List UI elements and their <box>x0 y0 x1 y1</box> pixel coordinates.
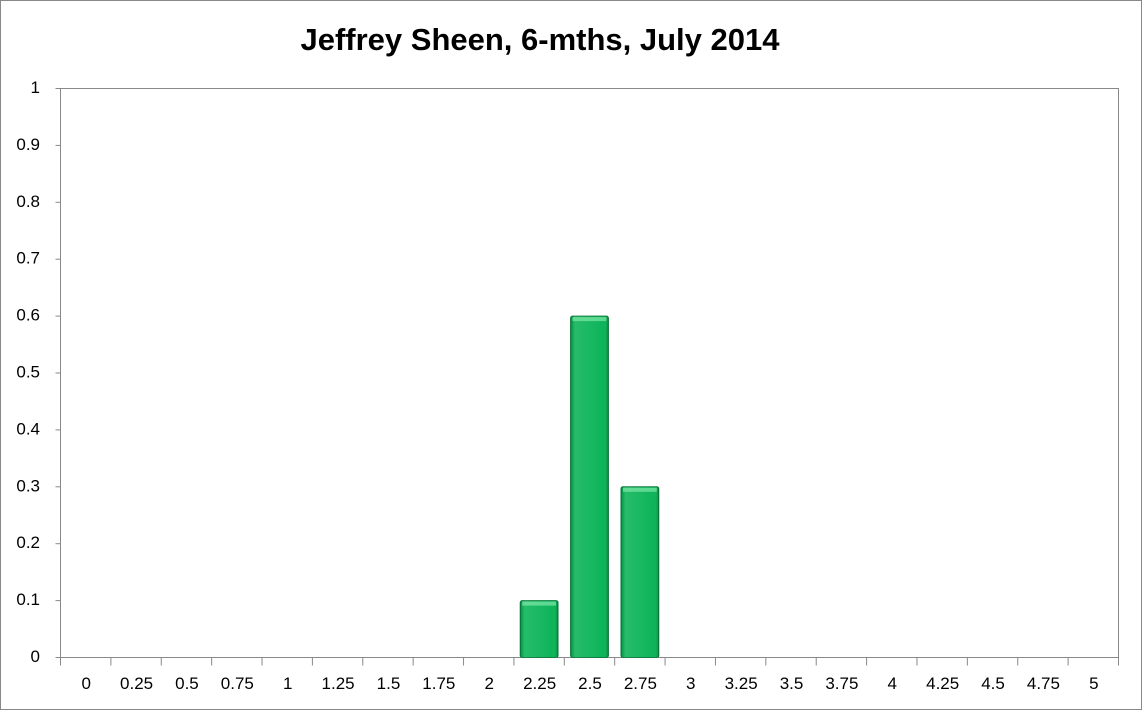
x-tick-label: 0.25 <box>120 674 153 693</box>
x-tick-label: 3.25 <box>725 674 758 693</box>
bar-group <box>570 315 609 658</box>
bar-highlight <box>622 487 657 492</box>
bar-highlight <box>522 601 557 606</box>
x-tick-label: 4 <box>888 674 897 693</box>
x-tick-label: 1 <box>283 674 292 693</box>
y-tick-label: 0.7 <box>16 249 40 268</box>
bar-group <box>620 486 660 658</box>
bar-shading <box>620 486 659 658</box>
y-tick-label: 0.6 <box>16 306 40 325</box>
y-tick-label: 0.1 <box>16 590 40 609</box>
x-tick-label: 2.5 <box>578 674 602 693</box>
bar-shading <box>520 600 559 658</box>
bar-shading <box>570 316 609 658</box>
chart-title: Jeffrey Sheen, 6-mths, July 2014 <box>300 22 780 57</box>
x-tick-label: 3 <box>686 674 695 693</box>
y-tick-label: 1 <box>31 78 40 97</box>
x-tick-label: 1.75 <box>422 674 455 693</box>
x-tick-label: 3.75 <box>825 674 858 693</box>
x-tick-label: 4.5 <box>981 674 1005 693</box>
x-tick-label: 3.5 <box>780 674 804 693</box>
bar-group <box>519 600 559 658</box>
y-tick-label: 0.9 <box>16 135 40 154</box>
y-tick-label: 0 <box>31 647 40 666</box>
x-tick-label: 0.5 <box>175 674 199 693</box>
x-tick-label: 0.75 <box>221 674 254 693</box>
x-tick-label: 2 <box>485 674 494 693</box>
y-tick-label: 0.5 <box>16 362 40 381</box>
bar-highlight <box>572 317 607 322</box>
x-tick-label: 4.25 <box>926 674 959 693</box>
x-tick-label: 4.75 <box>1027 674 1060 693</box>
x-tick-label: 2.25 <box>523 674 556 693</box>
y-tick-label: 0.3 <box>16 476 40 495</box>
y-tick-label: 0.4 <box>16 419 40 438</box>
x-tick-label: 1.5 <box>377 674 401 693</box>
x-tick-label: 2.75 <box>624 674 657 693</box>
x-tick-label: 5 <box>1089 674 1098 693</box>
y-tick-label: 0.2 <box>16 533 40 552</box>
x-tick-label: 0 <box>81 674 90 693</box>
y-tick-label: 0.8 <box>16 192 40 211</box>
x-tick-label: 1.25 <box>322 674 355 693</box>
